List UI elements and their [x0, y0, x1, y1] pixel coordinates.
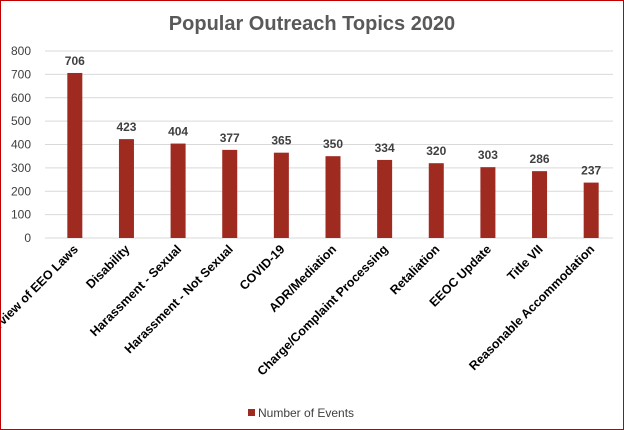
- data-label: 404: [168, 125, 188, 139]
- bar: [222, 149, 238, 238]
- bar: [118, 139, 134, 238]
- y-tick-label: 800: [11, 44, 31, 58]
- y-tick-label: 500: [11, 114, 31, 128]
- y-tick-label: 700: [11, 67, 31, 81]
- bar: [583, 182, 599, 238]
- data-label: 350: [323, 137, 343, 151]
- bar: [532, 171, 548, 238]
- x-tick-label: Disability: [83, 242, 132, 291]
- bar: [428, 163, 444, 238]
- x-tick-label: Retaliation: [387, 242, 442, 297]
- data-label: 303: [478, 148, 498, 162]
- data-label: 365: [271, 134, 291, 148]
- grid-lines: [45, 50, 613, 239]
- y-tick-label: 0: [24, 231, 31, 245]
- bar: [67, 72, 83, 238]
- chart-title: Popular Outreach Topics 2020: [169, 13, 455, 35]
- legend: Number of Events: [248, 406, 354, 420]
- data-label: 377: [220, 131, 240, 145]
- y-tick-label: 300: [11, 161, 31, 175]
- x-axis: Overview of EEO Laws DisabilityHarassment…: [1, 242, 597, 378]
- bar: [273, 152, 289, 238]
- y-tick-label: 600: [11, 91, 31, 105]
- legend-label: Number of Events: [258, 406, 354, 420]
- y-axis: 0 100 200 300 400 500 600 700 800: [11, 44, 31, 245]
- data-labels: 706 423 404 377 365 350 334 320 303 286 237: [65, 54, 602, 178]
- y-tick-label: 400: [11, 138, 31, 152]
- bar: [325, 156, 341, 238]
- data-label: 334: [375, 141, 395, 155]
- data-label: 706: [65, 54, 85, 68]
- data-label: 320: [426, 144, 446, 158]
- bar: [480, 167, 496, 238]
- x-tick-label: Title VII: [504, 242, 545, 283]
- x-tick-label: Harassment - Sexual: [87, 242, 184, 339]
- data-label: 286: [530, 152, 550, 166]
- bar: [377, 159, 393, 238]
- legend-swatch: [248, 409, 255, 416]
- bars: [67, 72, 599, 238]
- x-tick-label: Overview of EEO Laws: [1, 242, 81, 348]
- bar: [170, 143, 186, 238]
- x-tick-label: COVID-19: [237, 242, 288, 293]
- y-tick-label: 200: [11, 184, 31, 198]
- data-label: 237: [581, 164, 601, 178]
- y-tick-label: 100: [11, 208, 31, 222]
- x-tick-label: Harassment - Not Sexual: [122, 242, 236, 356]
- data-label: 423: [116, 120, 136, 134]
